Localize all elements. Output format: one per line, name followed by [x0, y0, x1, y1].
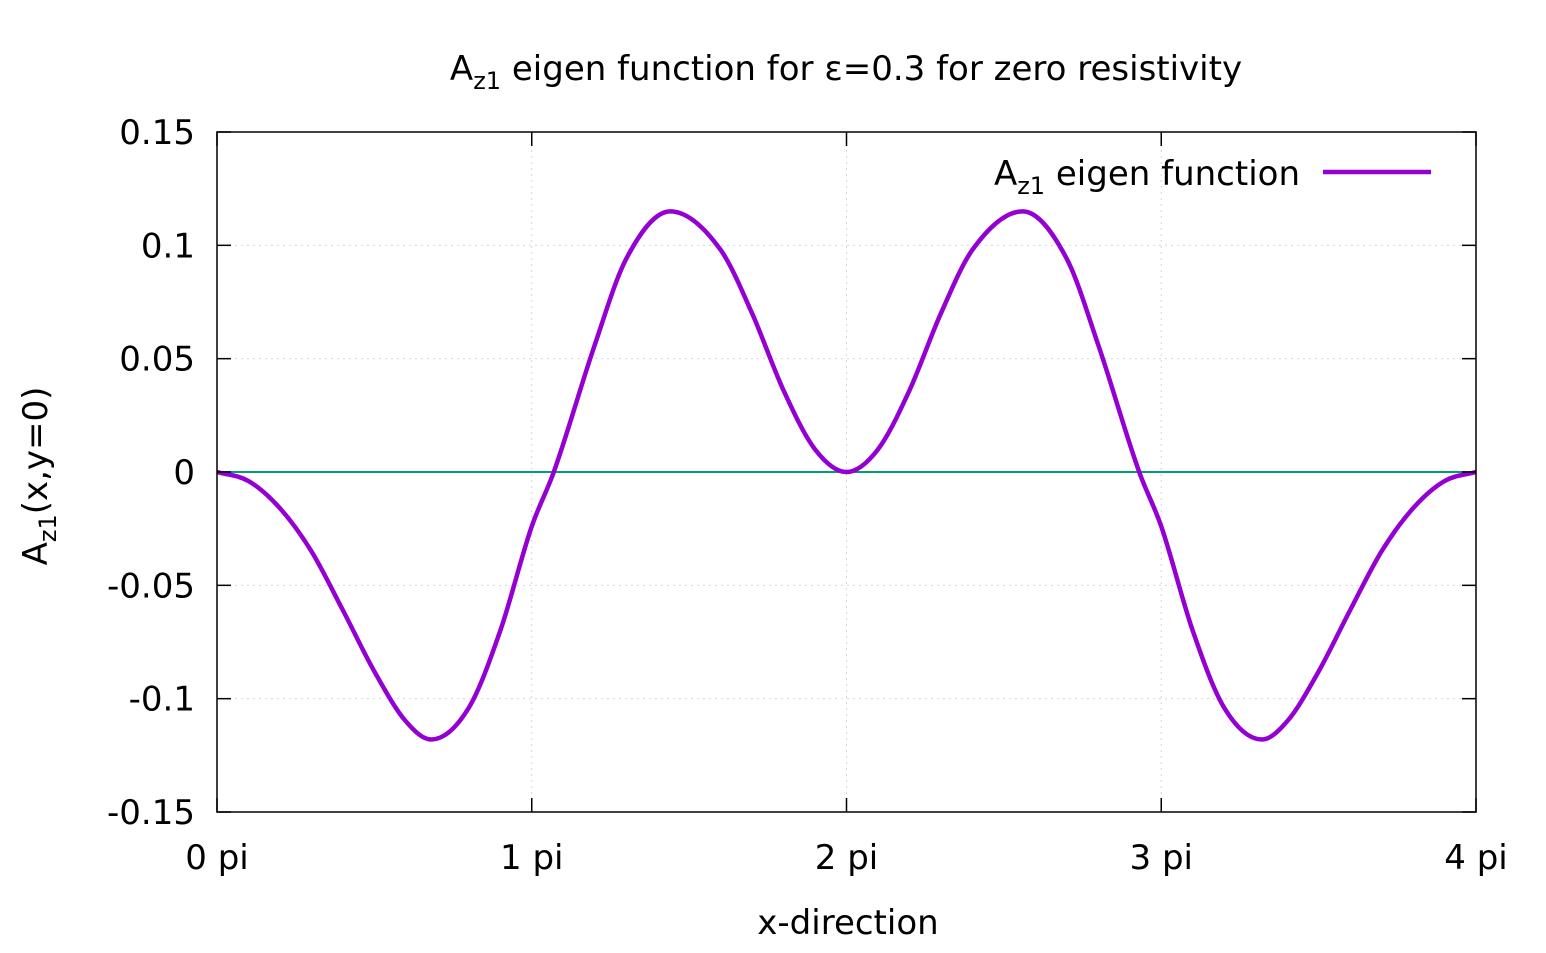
y-axis-label: Az1(x,y=0) — [16, 387, 62, 566]
chart-title: Az1 eigen function for ε=0.3 for zero re… — [450, 49, 1242, 95]
series-line-eigen-function — [216, 209, 1477, 742]
x-tick-label: 0 pi — [185, 838, 248, 878]
y-tick-label: 0.15 — [119, 113, 195, 153]
legend-label: Az1 eigen function — [994, 154, 1300, 200]
series-layer — [216, 209, 1477, 742]
y-tick-label: -0.1 — [129, 680, 195, 720]
y-tick-label: -0.15 — [107, 793, 195, 833]
x-tick-label: 3 pi — [1130, 838, 1193, 878]
legend: Az1 eigen function — [994, 154, 1431, 200]
x-tick-label: 2 pi — [815, 838, 878, 878]
y-tick-label: 0.1 — [141, 226, 195, 266]
x-tick-label: 4 pi — [1444, 838, 1507, 878]
y-tick-label: 0.05 — [119, 340, 195, 380]
y-tick-label: -0.05 — [107, 566, 195, 606]
x-axis-label: x-direction — [757, 903, 938, 943]
ticks: -0.15 -0.1 -0.05 0 0.05 0.1 0.15 0 pi 1 pi 2 pi 3 … — [107, 113, 1508, 878]
x-tick-label: 1 pi — [500, 838, 563, 878]
y-tick-label: 0 — [173, 453, 195, 493]
